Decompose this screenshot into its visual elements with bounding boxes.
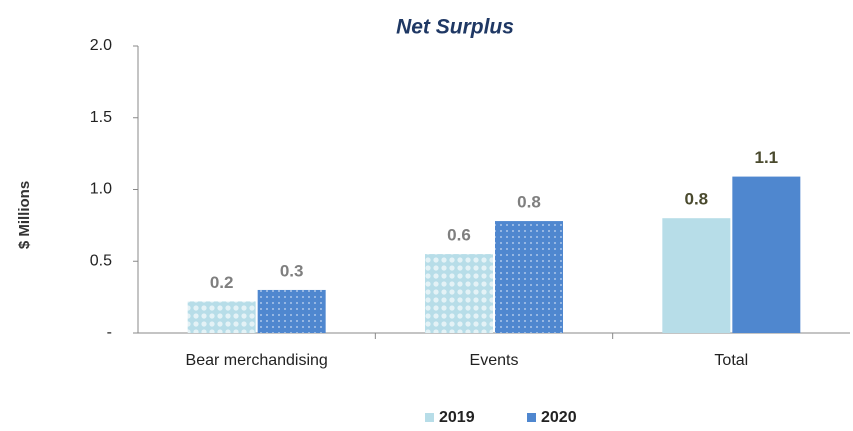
value-label: 0.2: [210, 273, 234, 292]
legend-label: 2020: [541, 409, 577, 426]
y-tick-label: 1.5: [90, 109, 112, 126]
x-tick-label: Total: [714, 352, 748, 369]
x-tick-label: Events: [470, 352, 519, 369]
y-tick-label: -: [107, 324, 112, 341]
value-label: 0.6: [447, 226, 471, 245]
y-tick-label: 2.0: [90, 37, 112, 54]
bar: [495, 221, 563, 333]
bar: [662, 218, 731, 333]
bar: [425, 254, 493, 333]
y-tick-label: 1.0: [90, 181, 112, 198]
chart-title: Net Surplus: [396, 16, 514, 39]
value-label: 0.8: [685, 190, 709, 209]
y-axis-label: $ Millions: [16, 181, 33, 249]
value-label: 1.1: [755, 148, 779, 167]
value-label: 0.3: [280, 261, 304, 280]
legend-label: 2019: [439, 409, 475, 426]
value-label: 0.8: [517, 193, 541, 212]
legend-swatch: [527, 413, 536, 422]
y-tick-label: 0.5: [90, 252, 112, 269]
bar: [257, 289, 326, 333]
bar: [187, 301, 256, 333]
x-tick-label: Bear merchandising: [186, 352, 328, 369]
bar: [732, 176, 801, 333]
legend-swatch: [425, 413, 434, 422]
